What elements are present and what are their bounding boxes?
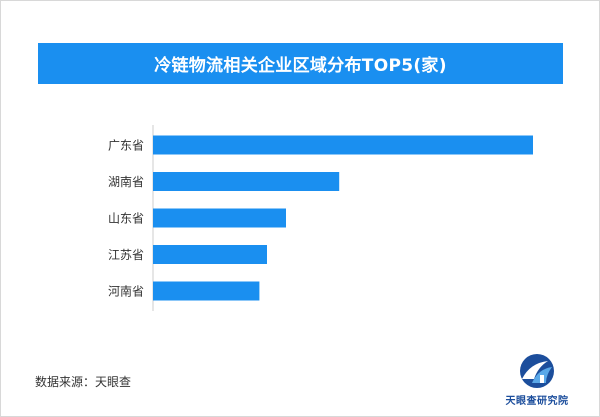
data-source-note: 数据来源：天眼查	[35, 375, 132, 389]
bar-2	[153, 208, 286, 228]
bar-4	[153, 281, 260, 301]
bar-0	[153, 135, 533, 155]
bar-1	[153, 172, 340, 191]
category-label-3: 江苏省	[108, 248, 144, 262]
tianyancha-logo: 天眼查研究院	[497, 353, 577, 408]
chart-title: 冷链物流相关企业区域分布TOP5(家)	[154, 56, 447, 76]
logo-caption: 天眼查研究院	[505, 396, 569, 407]
category-label-4: 河南省	[108, 284, 144, 299]
bar-3	[153, 245, 267, 264]
title-banner: 冷链物流相关企业区域分布TOP5(家)	[38, 43, 563, 84]
category-label-2: 山东省	[108, 212, 144, 226]
category-label-1: 湖南省	[108, 174, 144, 189]
tianyancha-logo-icon	[520, 354, 554, 388]
category-label-0: 广东省	[108, 139, 144, 153]
